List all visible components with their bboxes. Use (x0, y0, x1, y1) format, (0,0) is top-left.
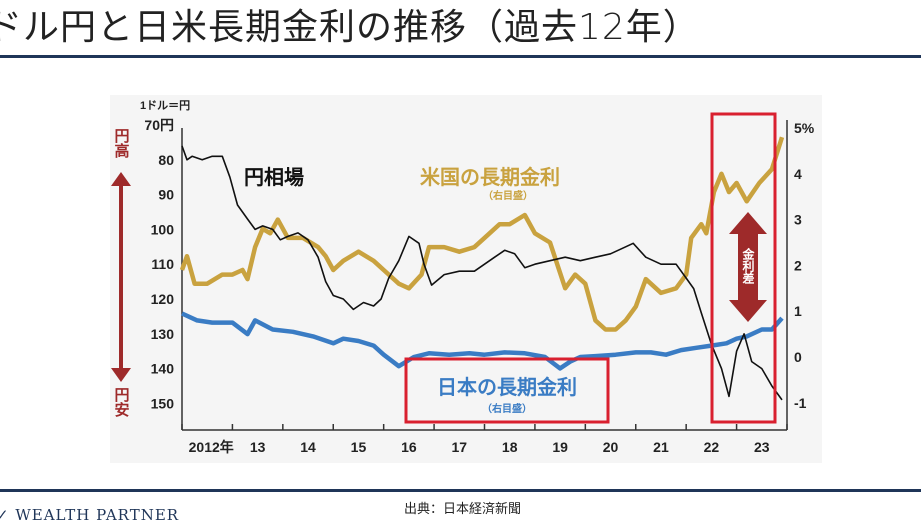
chart-background (110, 95, 822, 463)
left-tick-label: 80 (158, 152, 174, 168)
right-tick-label: 5% (794, 120, 815, 136)
x-tick-label: 22 (704, 439, 720, 455)
yen-strength-arrow-icon (111, 172, 131, 382)
x-tick-label: 21 (653, 439, 669, 455)
x-tick-label: 19 (552, 439, 568, 455)
right-tick-label: 2 (794, 257, 802, 273)
slide-title: ドル円と日米長期金利の推移（過去12年） (0, 7, 700, 48)
right-tick-label: 4 (794, 166, 802, 182)
x-tick-label: 2012年 (189, 439, 234, 455)
left-tick-label: 140 (151, 361, 175, 377)
right-tick-label: 3 (794, 212, 802, 228)
series-line-jp-rate (181, 311, 784, 371)
x-tick-label: 13 (250, 439, 266, 455)
annotation-jp-rate-sub: （右目盛） (482, 402, 532, 415)
company-logo: ✓ WEALTH PARTNER (0, 506, 180, 524)
x-tick-label: 23 (754, 439, 770, 455)
rate-gap-arrow-icon (729, 212, 767, 322)
series-line-yen (181, 145, 783, 401)
x-tick-label: 18 (502, 439, 518, 455)
annotation-yen: 円相場 (244, 165, 304, 189)
header-rule (0, 55, 921, 58)
source-note: 出典：日本経済新聞 (404, 502, 522, 517)
x-tick-label: 16 (401, 439, 417, 455)
yen-high-label: 円高 (113, 128, 130, 159)
left-tick-label: 120 (151, 291, 175, 307)
yen-low-label: 円安 (113, 387, 130, 418)
x-tick-label: 20 (603, 439, 619, 455)
annotation-rate-gap: 金利差 (741, 247, 755, 284)
left-tick-label: 150 (151, 395, 175, 411)
left-axis-unit: 1ドル＝円 (140, 99, 190, 112)
logo-text: WEALTH PARTNER (15, 506, 180, 524)
right-tick-label: 0 (794, 349, 802, 365)
left-tick-label: 70円 (144, 117, 174, 133)
left-tick-label: 110 (151, 256, 174, 272)
left-tick-label: 100 (151, 221, 175, 237)
footer-rule (0, 489, 921, 492)
series-line-us-rate (179, 136, 785, 332)
left-tick-label: 90 (158, 187, 174, 203)
left-tick-label: 130 (151, 326, 175, 342)
x-tick-label: 14 (300, 439, 316, 455)
annotation-us-rate-sub: （右目盛） (483, 189, 533, 202)
x-tick-label: 17 (452, 439, 468, 455)
x-tick-label: 15 (351, 439, 367, 455)
annotation-us-rate: 米国の長期金利 (420, 165, 560, 189)
annotation-jp-rate: 日本の長期金利 (437, 375, 577, 399)
right-tick-label: -1 (794, 395, 807, 411)
highlight-box-2022-2023 (710, 112, 777, 424)
highlight-box-japan (404, 357, 610, 424)
right-tick-label: 1 (794, 303, 802, 319)
